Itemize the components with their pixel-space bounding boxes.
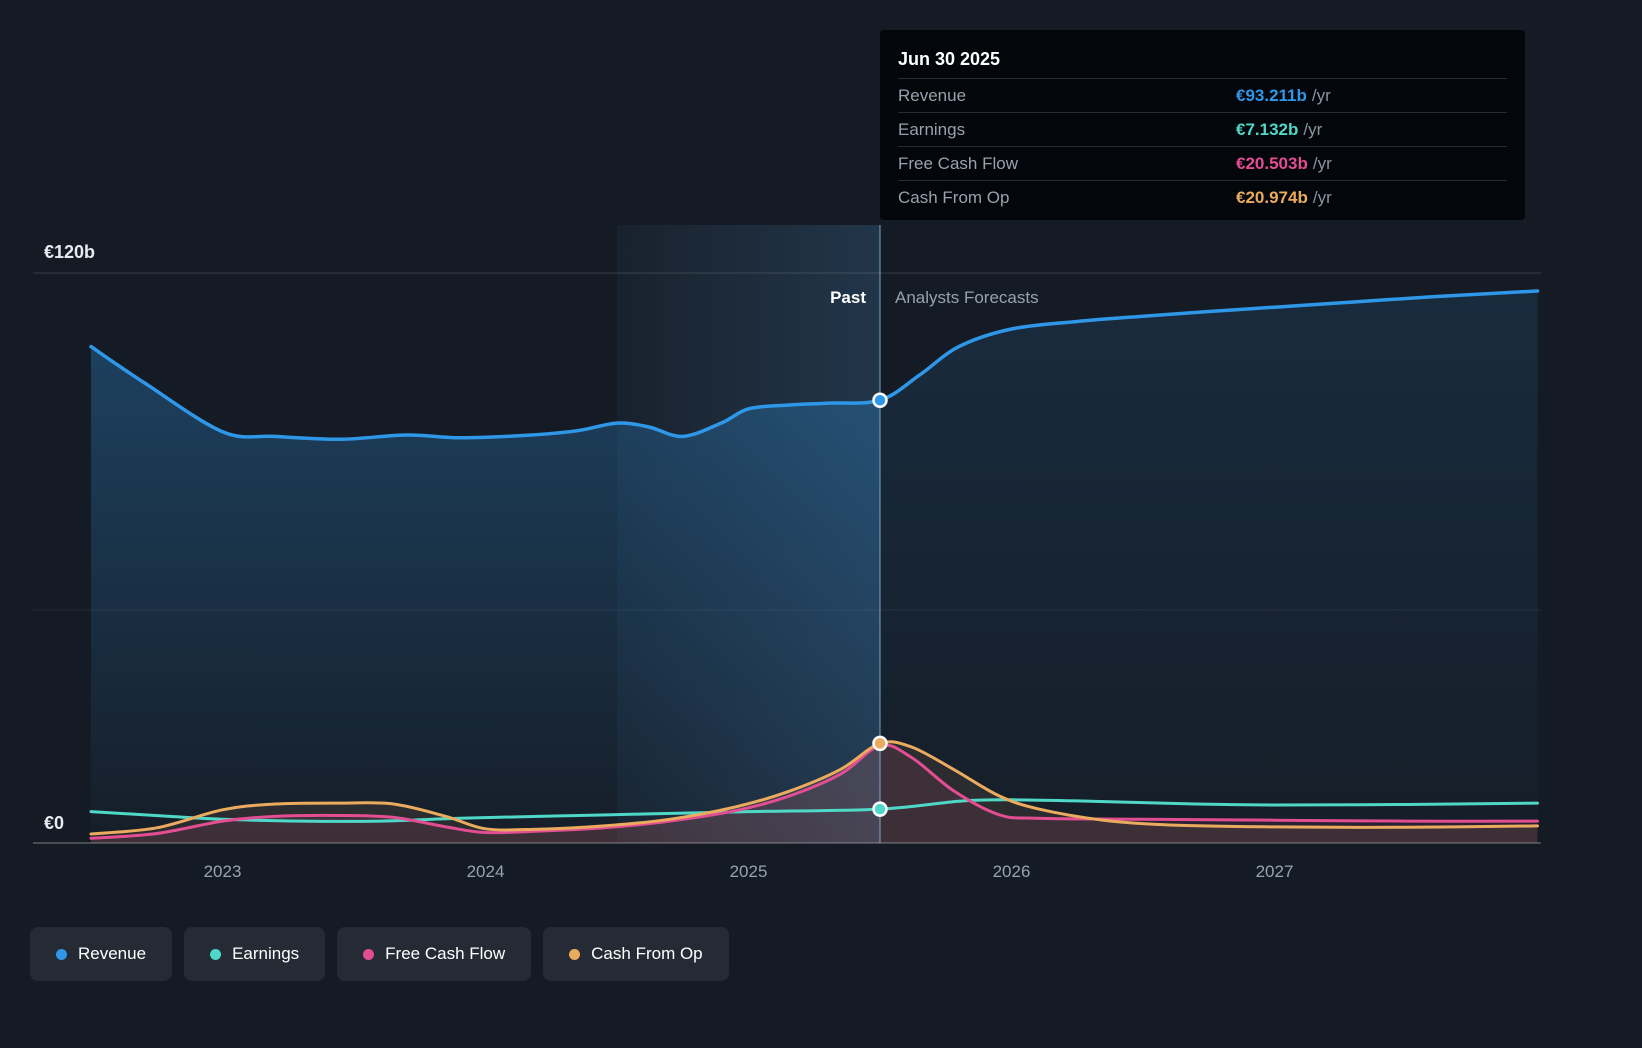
legend-item-revenue[interactable]: Revenue [30,927,173,981]
tooltip-label: Revenue [898,86,967,105]
legend: Revenue Earnings Free Cash Flow Cash Fro… [30,927,729,981]
legend-item-cash-from-op[interactable]: Cash From Op [543,927,729,981]
tooltip-row-free-cash-flow: Free Cash Flow €20.503b/yr [898,146,1507,180]
tooltip-value: €20.974b/yr [1236,188,1332,207]
tooltip-value: €20.503b/yr [1236,154,1332,173]
past-label: Past [830,288,866,307]
tooltip-suffix: /yr [1312,154,1332,173]
tooltip-date: Jun 30 2025 [898,49,1001,69]
legend-label: Cash From Op [591,944,703,963]
tooltip-suffix: /yr [1303,120,1323,139]
tooltip-suffix: /yr [1311,86,1331,105]
legend-item-earnings[interactable]: Earnings [184,927,326,981]
forecast-label: Analysts Forecasts [895,288,1039,307]
tooltip-suffix: /yr [1312,188,1332,207]
cash-from-op-dot-icon [569,948,581,960]
revenue-dot-icon [56,948,67,960]
legend-label: Revenue [78,944,147,963]
tooltip-label: Earnings [898,120,966,139]
legend-item-free-cash-flow[interactable]: Free Cash Flow [337,927,532,981]
y-axis-label-zero: €0 [44,813,65,833]
x-tick-2027: 2027 [1255,862,1294,881]
tooltip-row-cash-from-op: Cash From Op €20.974b/yr [898,180,1507,214]
free-cash-flow-dot-icon [363,948,375,960]
tooltip-label: Free Cash Flow [898,154,1018,173]
tooltip-label: Cash From Op [898,188,1010,207]
x-tick-2026: 2026 [992,862,1031,881]
x-tick-2025: 2025 [729,862,768,881]
tooltip-value: €93.211b/yr [1236,86,1331,105]
legend-label: Free Cash Flow [385,944,506,963]
y-axis-label-max: €120b [44,242,96,262]
x-axis: 2023 2024 2025 2026 2027 [0,862,1642,888]
tooltip-value: €7.132b/yr [1236,120,1323,139]
tooltip: Jun 30 2025 Revenue €93.211b/yr Earnings… [880,30,1525,220]
legend-label: Earnings [232,944,300,963]
x-tick-2023: 2023 [203,862,242,881]
x-tick-2024: 2024 [466,862,505,881]
earnings-dot-icon [210,948,222,960]
tooltip-row-earnings: Earnings €7.132b/yr [898,112,1507,146]
tooltip-row-revenue: Revenue €93.211b/yr [898,78,1507,112]
